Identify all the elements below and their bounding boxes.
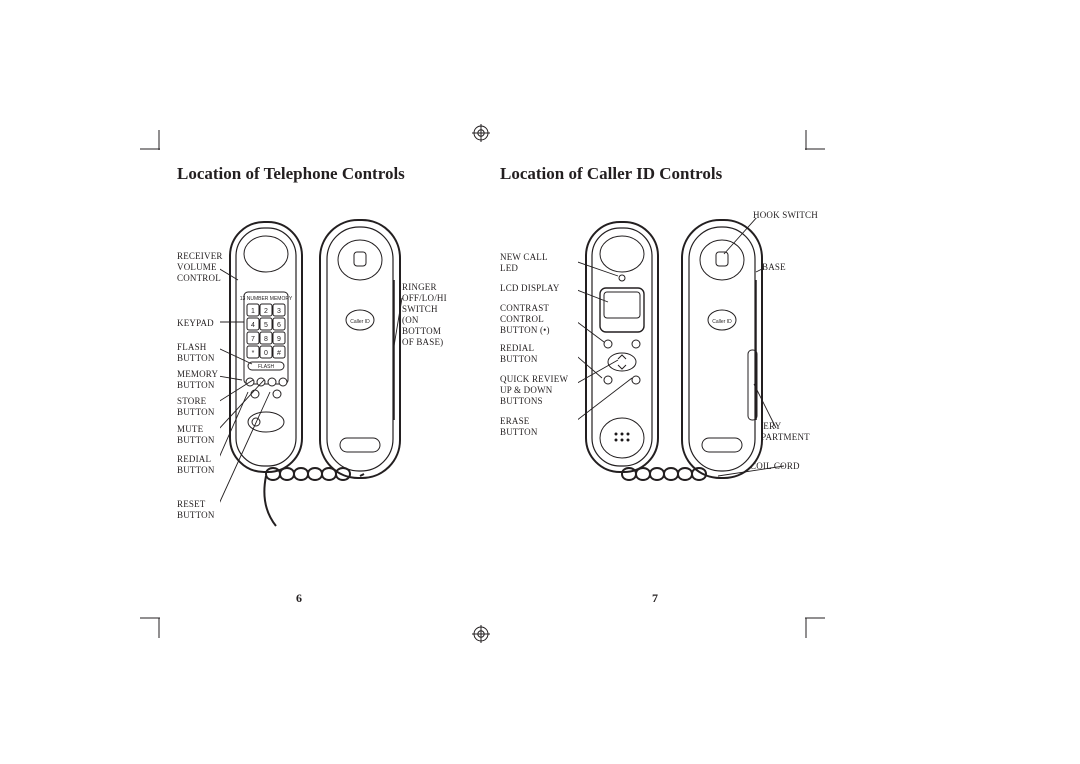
- label-reset: RESET BUTTON: [177, 499, 215, 521]
- page-title: Location of Telephone Controls: [177, 164, 405, 184]
- label-erase: ERASE BUTTON: [500, 416, 538, 438]
- svg-text:1: 1: [251, 308, 255, 315]
- svg-text:5: 5: [264, 322, 268, 329]
- label-contrast: CONTRAST CONTROL BUTTON (•): [500, 303, 550, 336]
- label-receiver-volume: RECEIVER VOLUME CONTROL: [177, 251, 223, 284]
- svg-text:3: 3: [277, 308, 281, 315]
- svg-text:4: 4: [251, 322, 255, 329]
- label-keypad: KEYPAD: [177, 318, 214, 329]
- svg-text:13 NUMBER MEMORY: 13 NUMBER MEMORY: [240, 296, 293, 302]
- label-memory: MEMORY BUTTON: [177, 369, 218, 391]
- svg-text:#: #: [277, 350, 281, 357]
- label-redial2: REDIAL BUTTON: [500, 343, 538, 365]
- label-flash: FLASH BUTTON: [177, 342, 215, 364]
- telephone-diagram-icon: 13 NUMBER MEMORY 1 2 3 4 5: [220, 218, 440, 538]
- label-newcall: NEW CALL LED: [500, 252, 548, 274]
- svg-text:Caller ID: Caller ID: [350, 319, 370, 325]
- svg-text:8: 8: [264, 336, 268, 343]
- svg-text:FLASH: FLASH: [258, 364, 275, 370]
- svg-text:6: 6: [277, 322, 281, 329]
- svg-text:Caller ID: Caller ID: [712, 319, 732, 325]
- page-6: Location of Telephone Controls 6 RECEIVE…: [0, 0, 540, 764]
- label-quickreview: QUICK REVIEW UP & DOWN BUTTONS: [500, 374, 568, 407]
- page-number: 6: [296, 591, 302, 606]
- label-redial: REDIAL BUTTON: [177, 454, 215, 476]
- svg-text:*: *: [252, 350, 255, 357]
- label-lcd: LCD DISPLAY: [500, 283, 560, 294]
- svg-text:7: 7: [251, 336, 255, 343]
- label-mute: MUTE BUTTON: [177, 424, 215, 446]
- svg-text:0: 0: [264, 350, 268, 357]
- page-number: 7: [652, 591, 658, 606]
- callerid-diagram-icon: Caller ID: [578, 218, 808, 528]
- page-7: Location of Caller ID Controls 7 NEW CAL…: [540, 0, 1080, 764]
- label-store: STORE BUTTON: [177, 396, 215, 418]
- svg-text:2: 2: [264, 308, 268, 315]
- page-title: Location of Caller ID Controls: [500, 164, 722, 184]
- svg-text:9: 9: [277, 336, 281, 343]
